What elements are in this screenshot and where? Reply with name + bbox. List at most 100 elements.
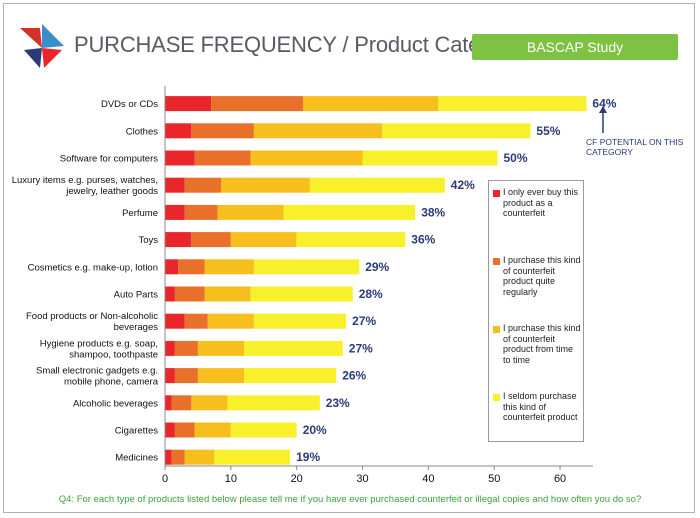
bar-segment [165, 340, 175, 356]
bar-segment [174, 340, 198, 356]
category-label-line: Hygiene products e.g. soap, [40, 338, 158, 349]
bar-segment [194, 150, 251, 166]
bar-segment [230, 232, 297, 248]
total-percent-label: 19% [296, 450, 320, 464]
category-label: Cigarettes [115, 426, 159, 437]
bar-segment [204, 286, 251, 302]
bar-segment [253, 259, 360, 275]
bar-segment [309, 177, 445, 193]
legend-swatch [493, 394, 500, 401]
bar-segment [230, 422, 297, 438]
bar-segment [194, 422, 231, 438]
bar-segment [165, 232, 192, 248]
page-title: PURCHASE FREQUENCY / Product Category [74, 32, 523, 57]
study-badge: BASCAP Study [472, 34, 678, 60]
bar-segment [197, 368, 244, 384]
bar-segment [244, 368, 337, 384]
question-footnote: Q4: For each type of products listed bel… [58, 494, 642, 505]
category-label: Small electronic gadgets e.g. mobile phon… [36, 366, 159, 388]
bar-segment [174, 286, 205, 302]
total-percent-label: 36% [411, 233, 435, 247]
bar-segment [165, 395, 172, 411]
annotation-arrow-head [599, 106, 607, 113]
bar-segment [211, 96, 304, 112]
total-percent-label: 50% [504, 151, 528, 165]
bar-segment [227, 395, 320, 411]
bar-segment [221, 177, 310, 193]
category-label: Toys [138, 235, 158, 246]
category-label: Medicines [115, 453, 158, 464]
bar-segment [253, 313, 347, 329]
chart-legend: I only ever buy this product as a counte… [488, 180, 584, 442]
bar-segment [204, 259, 254, 275]
legend-label: I purchase this kind of counterfeit prod… [503, 255, 581, 297]
legend-label: I purchase this kind of counterfeit prod… [503, 323, 581, 365]
category-label-line: Small electronic gadgets e.g. [36, 366, 158, 377]
bar-segment [165, 259, 179, 275]
bar-segment [296, 232, 406, 248]
bar-segment [217, 204, 284, 220]
legend-swatch [493, 258, 500, 265]
total-percent-label: 23% [326, 396, 350, 410]
bar-segment [184, 449, 215, 465]
category-label: Hygiene products e.g. soap, shampoo, toot… [40, 338, 158, 360]
total-percent-label: 28% [359, 287, 383, 301]
category-label-line: shampoo, toothpaste [69, 349, 158, 360]
x-tick-label: 40 [422, 473, 434, 485]
bar-segment [165, 96, 212, 112]
bar-segment [165, 177, 185, 193]
bar-segment [165, 368, 175, 384]
bar-segment [253, 123, 383, 139]
category-label-line: Food products or Non-alcoholic [26, 311, 158, 322]
category-label: Perfume [122, 208, 158, 219]
bar-segment [197, 340, 244, 356]
x-tick-label: 10 [225, 473, 237, 485]
bar-segment [250, 150, 363, 166]
bar-segment [191, 395, 228, 411]
x-tick-label: 20 [291, 473, 303, 485]
bar-segment [184, 177, 221, 193]
bar-segment [178, 259, 205, 275]
legend-swatch [493, 326, 500, 333]
bar-segment [244, 340, 343, 356]
bar-segment [362, 150, 498, 166]
bar-segment [165, 313, 185, 329]
category-label: Luxury items e.g. purses, watches, jewelr… [12, 175, 159, 197]
total-percent-label: 27% [349, 341, 373, 355]
logo-icon [20, 24, 64, 68]
bar-segment [250, 286, 353, 302]
legend-label: I only ever buy this product as a counte… [503, 187, 579, 218]
bar-segment [165, 150, 195, 166]
total-percent-label: 20% [303, 423, 327, 437]
cf-potential-annotation: CF POTENTIAL ON THIS CATEGORY [586, 137, 684, 157]
category-label: Clothes [126, 126, 158, 137]
x-tick-label: 50 [488, 473, 500, 485]
bar-segment [283, 204, 416, 220]
bar-segment [303, 96, 439, 112]
x-tick-label: 30 [356, 473, 368, 485]
bar-segment [214, 449, 291, 465]
bar-segment [165, 422, 175, 438]
category-label-line: jewelry, leather goods [65, 186, 158, 197]
total-percent-label: 42% [451, 178, 475, 192]
bar-segment [184, 313, 208, 329]
bar-segment [165, 204, 185, 220]
total-percent-label: 26% [342, 369, 366, 383]
bar-segment [165, 286, 175, 302]
category-label: Cosmetics e.g. make-up, lotion [28, 262, 158, 273]
bar-segment [165, 449, 172, 465]
category-label-line: Luxury items e.g. purses, watches, [12, 175, 158, 186]
bar-segment [382, 123, 531, 139]
total-percent-label: 55% [536, 124, 560, 138]
total-percent-label: 38% [421, 205, 445, 219]
category-label-line: mobile phone, camera [64, 377, 159, 388]
total-percent-label: 29% [365, 260, 389, 274]
category-label: Auto Parts [114, 290, 159, 301]
total-percent-label: 27% [352, 314, 376, 328]
bar-segment [174, 422, 195, 438]
bar-segment [191, 123, 254, 139]
category-label: DVDs or CDs [101, 99, 158, 110]
bar-segment [174, 368, 198, 384]
bar-segment [207, 313, 254, 329]
